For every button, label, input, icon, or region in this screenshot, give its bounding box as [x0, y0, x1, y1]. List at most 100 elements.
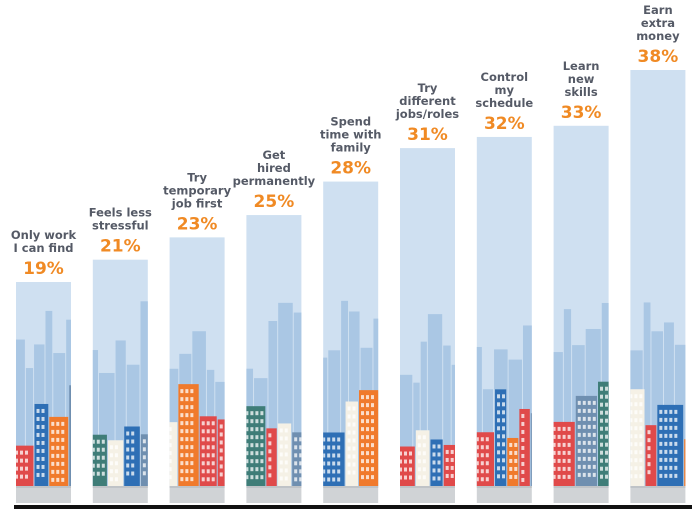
window: [664, 441, 668, 446]
window: [36, 440, 40, 445]
building: [69, 385, 71, 486]
window: [674, 433, 678, 438]
building: [292, 432, 302, 486]
window: [582, 440, 586, 445]
bar-group: [16, 282, 74, 503]
window: [260, 411, 264, 416]
window: [432, 452, 436, 457]
window: [153, 471, 156, 475]
window: [361, 443, 365, 448]
category-label-line: different: [399, 94, 456, 108]
window: [639, 434, 643, 439]
chart-baseline: [14, 505, 692, 509]
window: [71, 446, 74, 450]
value-label: 19%: [23, 259, 64, 279]
bar-group: [92, 259, 156, 503]
window: [230, 456, 233, 460]
window: [605, 466, 609, 471]
window: [639, 450, 643, 455]
skyline-building: [25, 368, 34, 486]
window: [25, 466, 28, 471]
skyline-building: [328, 350, 341, 486]
window: [109, 461, 113, 466]
window: [371, 403, 375, 408]
window: [201, 437, 205, 442]
window: [630, 474, 633, 479]
window: [647, 446, 651, 451]
window: [647, 438, 651, 443]
window: [109, 445, 113, 450]
window: [230, 448, 233, 452]
window: [268, 457, 272, 462]
road-edge: [169, 486, 225, 488]
window: [61, 437, 65, 442]
category-label-line: Feels less: [89, 206, 152, 220]
window: [41, 448, 45, 453]
window: [485, 437, 489, 442]
window: [180, 397, 184, 402]
window: [185, 453, 189, 458]
window: [521, 477, 525, 482]
window: [630, 426, 633, 431]
window: [371, 411, 375, 416]
window: [190, 405, 194, 410]
window: [185, 421, 189, 426]
window: [502, 434, 506, 439]
window: [497, 418, 501, 423]
window: [61, 429, 65, 434]
window: [437, 444, 441, 449]
window: [400, 475, 402, 480]
window: [485, 469, 489, 474]
window: [294, 477, 298, 482]
window: [366, 475, 370, 480]
window: [450, 449, 454, 454]
city-illustration: [323, 300, 379, 486]
window: [323, 469, 326, 474]
ground: [553, 486, 609, 503]
window: [422, 435, 426, 440]
window: [56, 437, 60, 442]
window: [25, 458, 28, 463]
window: [101, 455, 105, 460]
window: [577, 408, 581, 413]
window: [610, 395, 613, 399]
window: [366, 411, 370, 416]
window: [422, 443, 426, 448]
city-illustration: [246, 302, 302, 486]
window: [587, 400, 591, 405]
window: [41, 416, 45, 421]
category-label-line: Control: [481, 70, 529, 84]
window: [206, 421, 210, 426]
window: [255, 467, 259, 472]
window: [235, 448, 238, 452]
window: [696, 476, 699, 480]
window: [557, 466, 561, 471]
window: [521, 461, 525, 466]
window: [185, 461, 189, 466]
window: [659, 457, 663, 462]
window: [502, 466, 506, 471]
category-label-line: temporary: [163, 183, 232, 197]
window: [691, 460, 694, 464]
window: [185, 437, 189, 442]
window: [404, 459, 407, 464]
window: [20, 458, 23, 463]
window: [674, 441, 678, 446]
window: [686, 444, 689, 448]
skyline-building: [66, 319, 71, 486]
window: [592, 408, 596, 413]
category-label-line: stressful: [92, 219, 149, 233]
window: [582, 416, 586, 421]
window: [543, 450, 546, 454]
window: [577, 416, 581, 421]
road-edge: [400, 486, 455, 488]
category-label-line: my: [495, 83, 515, 97]
window: [509, 466, 513, 471]
skyline-building: [45, 310, 53, 486]
window: [352, 438, 356, 443]
window: [577, 456, 581, 461]
window: [51, 461, 55, 466]
window: [180, 453, 184, 458]
window: [630, 442, 633, 447]
window: [587, 440, 591, 445]
